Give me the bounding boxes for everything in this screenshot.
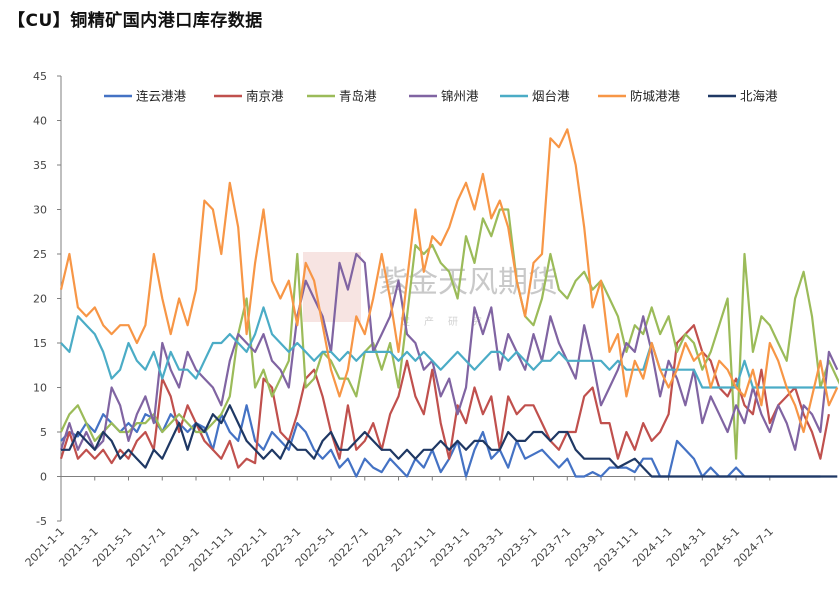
series-lines [59, 128, 839, 478]
y-tick-label: 30 [33, 204, 47, 217]
legend: 连云港港 南京港 青岛港 锦州港 烟台港 防城港港 北海港 [104, 89, 778, 104]
legend-label-6: 北海港 [740, 89, 778, 104]
y-tick-label: 25 [33, 248, 47, 261]
series-line-4 [60, 306, 838, 389]
y-tick-label: 0 [40, 471, 47, 484]
y-tick-label: 15 [33, 337, 47, 350]
series-line-3 [59, 252, 839, 451]
series-line-6 [61, 404, 838, 478]
watermark-logo [303, 252, 361, 322]
legend-label-4: 烟台港 [532, 89, 570, 104]
watermark-subtext: 定产研究 [400, 315, 496, 328]
y-tick-label: 20 [33, 293, 47, 306]
legend-label-2: 青岛港 [339, 89, 377, 104]
y-tick-label: 40 [33, 115, 47, 128]
series-line-5 [59, 128, 839, 434]
legend-label-5: 防城港港 [630, 89, 681, 104]
watermark: 紫金天风期货 定产研究 [303, 252, 558, 328]
chart-title: 【CU】铜精矿国内港口库存数据 [8, 11, 263, 31]
y-tick-label: -5 [36, 515, 47, 528]
series-line-2 [60, 208, 839, 460]
legend-label-1: 南京港 [246, 89, 284, 104]
legend-label-0: 连云港港 [136, 89, 187, 104]
series-line-0 [60, 404, 821, 478]
series-line-1 [59, 324, 830, 469]
legend-label-3: 锦州港 [441, 89, 479, 104]
y-tick-label: 45 [33, 70, 47, 83]
y-tick-label: 35 [33, 159, 47, 172]
y-tick-label: 10 [33, 382, 47, 395]
y-tick-label: 5 [40, 426, 47, 439]
